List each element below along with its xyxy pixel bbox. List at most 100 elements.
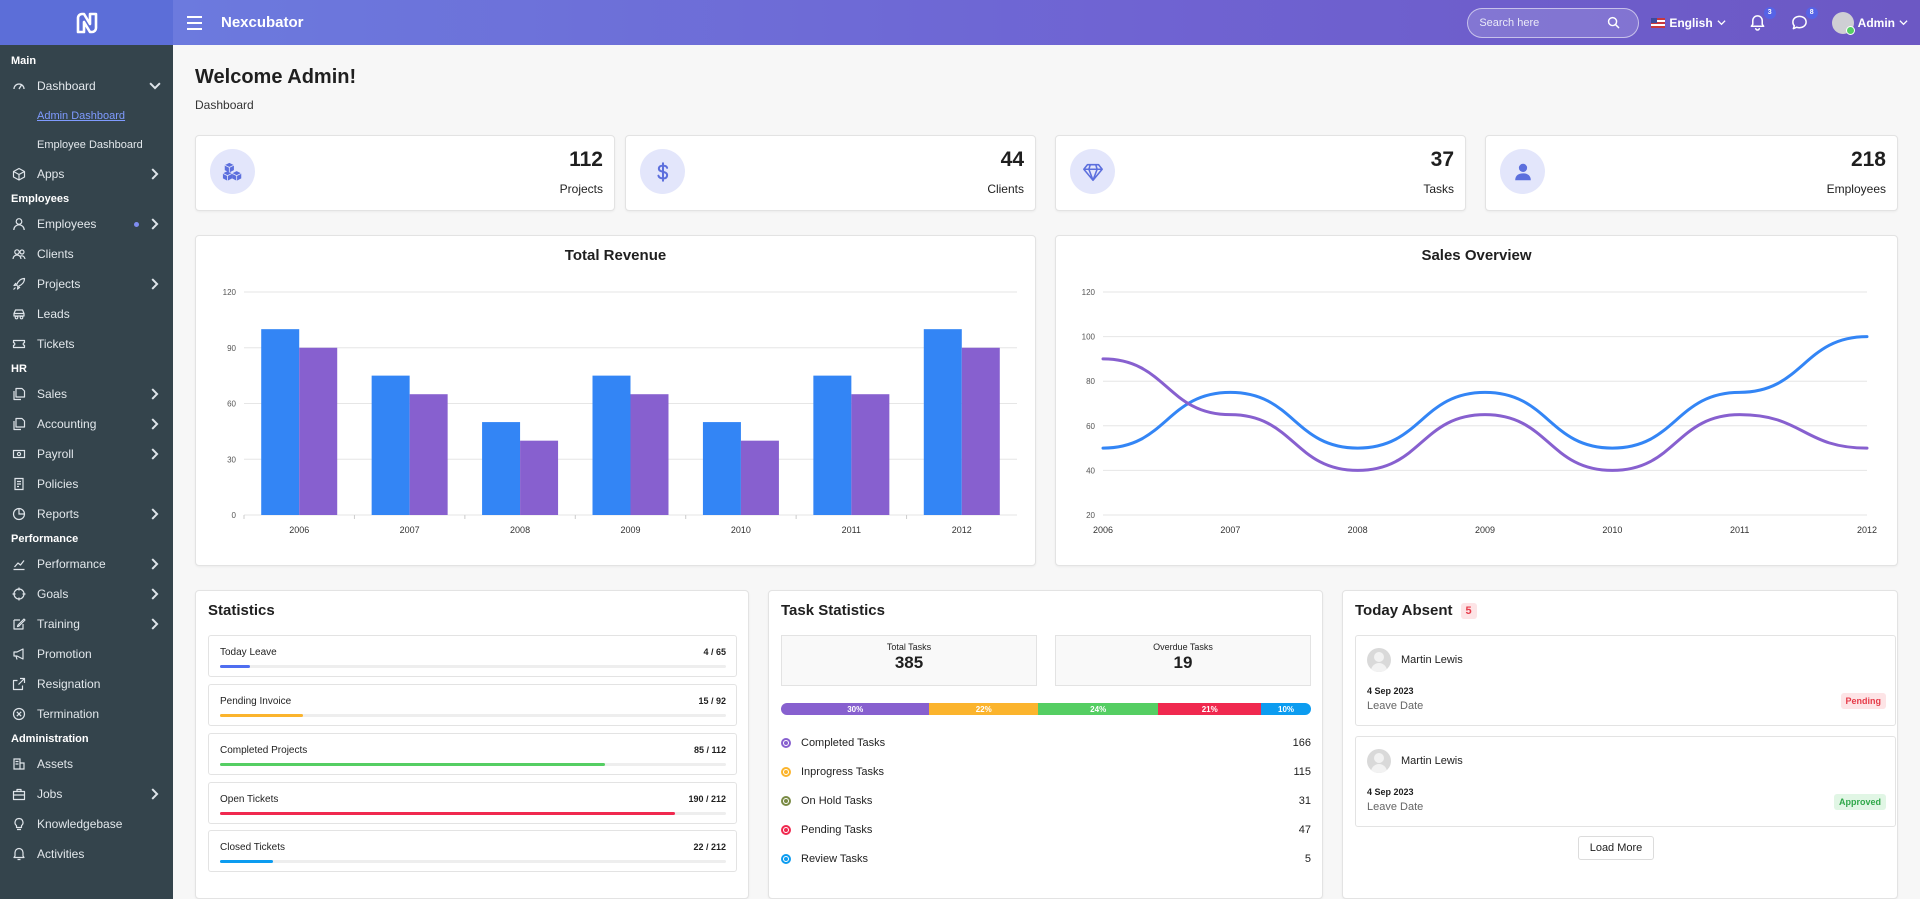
sidebar-item-label: Apps [37, 167, 65, 181]
chat-icon [1792, 15, 1808, 30]
sidebar-item-label: Performance [37, 557, 106, 571]
sidebar-item-label: Assets [37, 757, 74, 771]
files-icon [13, 417, 26, 431]
sidebar-item-tickets[interactable]: Tickets [0, 329, 173, 359]
sidebar-item-sales[interactable]: Sales [0, 379, 173, 409]
sidebar-item-label: Activities [37, 847, 85, 861]
sidebar-item-goals[interactable]: Goals [0, 579, 173, 609]
stat-row-label: Completed Projects [220, 745, 308, 756]
money-icon [12, 449, 26, 459]
bar [482, 422, 521, 515]
x-tick-label: 2010 [1602, 525, 1622, 535]
avatar [1831, 11, 1855, 35]
search-input[interactable] [1479, 16, 1608, 29]
sidebar-item-termination[interactable]: Termination [0, 699, 173, 729]
files-icon [13, 387, 26, 401]
progress-segment: 30% [781, 703, 930, 715]
task-row-on-hold: On Hold Tasks 31 [781, 792, 1311, 810]
sidebar-item-training[interactable]: Training [0, 609, 173, 639]
sidebar-item-projects[interactable]: Projects [0, 269, 173, 299]
total-tasks-label: Total Tasks [886, 642, 932, 652]
search-box[interactable] [1467, 7, 1640, 38]
user-icon [13, 218, 25, 231]
chart-title: Sales Overview [1421, 247, 1532, 264]
status-dot-icon [781, 738, 791, 748]
us-flag-icon [1651, 17, 1666, 28]
chevron-right-icon [151, 448, 159, 460]
avatar [1367, 648, 1391, 672]
x-tick-label: 2011 [1730, 525, 1749, 535]
stat-row-completed-projects[interactable]: Completed Projects 85 / 112 [208, 733, 737, 775]
y-tick-label: 60 [227, 400, 236, 409]
stat-card-tasks[interactable]: 37 Tasks [1055, 135, 1466, 211]
bar [702, 422, 741, 515]
bar [813, 375, 852, 515]
progress-fill [220, 860, 273, 863]
absent-entry[interactable]: Martin Lewis 4 Sep 2023 Leave Date Pendi… [1355, 635, 1896, 726]
language-selector[interactable]: English [1651, 15, 1726, 30]
sidebar-item-activities[interactable]: Activities [0, 839, 173, 869]
sidebar-item-accounting[interactable]: Accounting [0, 409, 173, 439]
sidebar-item-dashboard[interactable]: Dashboard [0, 71, 173, 101]
stat-card-projects[interactable]: 112 Projects [195, 135, 615, 211]
progress-track [220, 763, 726, 766]
stat-label: Clients [987, 182, 1024, 196]
messages-button[interactable]: 8 [1790, 6, 1818, 33]
today-absent-title: Today Absent 5 [1355, 602, 1477, 619]
y-tick-label: 80 [1086, 377, 1095, 386]
sidebar-item-promotion[interactable]: Promotion [0, 639, 173, 669]
stat-label: Projects [559, 182, 603, 196]
sidebar-item-employees[interactable]: Employees [0, 209, 173, 239]
absent-entry[interactable]: Martin Lewis 4 Sep 2023 Leave Date Appro… [1355, 736, 1896, 827]
chevron-right-icon [151, 418, 159, 430]
statistics-title: Statistics [208, 602, 275, 619]
stat-card-clients[interactable]: 44 Clients [625, 135, 1036, 211]
sidebar-item-label: Leads [37, 307, 70, 321]
sidebar-item-knowledgebase[interactable]: Knowledgebase [0, 809, 173, 839]
sidebar-sub-employee-dashboard[interactable]: Employee Dashboard [37, 138, 143, 151]
task-row-inprogress: Inprogress Tasks 115 [781, 763, 1311, 781]
sidebar-item-payroll[interactable]: Payroll [0, 439, 173, 469]
sidebar-item-policies[interactable]: Policies [0, 469, 173, 499]
page-title: Welcome Admin! [195, 66, 357, 88]
sidebar-item-resignation[interactable]: Resignation [0, 669, 173, 699]
stat-row-value: 4 / 65 [703, 647, 726, 657]
language-label: English [1669, 15, 1713, 30]
sidebar-item-assets[interactable]: Assets [0, 749, 173, 779]
task-label: On Hold Tasks [801, 795, 873, 807]
sidebar-item-reports[interactable]: Reports [0, 499, 173, 529]
user-icon [1500, 149, 1545, 194]
stat-label: Tasks [1423, 182, 1454, 196]
sidebar-section-performance: Performance [11, 533, 79, 545]
stat-row-pending-invoice[interactable]: Pending Invoice 15 / 92 [208, 684, 737, 726]
notifications-button[interactable]: 3 [1748, 6, 1776, 33]
bar [371, 375, 410, 515]
sidebar-item-performance[interactable]: Performance [0, 549, 173, 579]
sidebar-item-label: Termination [37, 707, 100, 721]
sidebar-item-label: Sales [37, 387, 68, 401]
menu-toggle-icon[interactable] [181, 9, 209, 37]
task-label: Inprogress Tasks [801, 766, 884, 778]
sidebar-item-leads[interactable]: Leads [0, 299, 173, 329]
leave-date-label: Leave Date [1367, 700, 1424, 712]
sidebar-sub-admin-dashboard[interactable]: Admin Dashboard [37, 109, 126, 122]
stat-row-closed-tickets[interactable]: Closed Tickets 22 / 212 [208, 830, 737, 872]
dollar-icon [640, 149, 685, 194]
user-menu[interactable]: Admin [1831, 11, 1908, 35]
sidebar-item-label: Employees [37, 217, 97, 231]
load-more-button[interactable]: Load More [1578, 836, 1654, 860]
megaphone-icon [13, 648, 24, 660]
sidebar-item-apps[interactable]: Apps [0, 159, 173, 189]
x-tick-label: 2007 [400, 525, 420, 535]
sidebar-item-jobs[interactable]: Jobs [0, 779, 173, 809]
chevron-down-icon [1717, 20, 1726, 26]
stat-row-open-tickets[interactable]: Open Tickets 190 / 212 [208, 782, 737, 824]
search-icon[interactable] [1607, 16, 1620, 29]
x-circle-icon [12, 707, 26, 721]
sidebar-item-clients[interactable]: Clients [0, 239, 173, 269]
x-tick-label: 2012 [1857, 525, 1877, 535]
stat-card-employees[interactable]: 218 Employees [1485, 135, 1898, 211]
stat-row-today-leave[interactable]: Today Leave 4 / 65 [208, 635, 737, 677]
sidebar-item-label: Projects [37, 277, 81, 291]
app-logo[interactable] [0, 0, 173, 45]
